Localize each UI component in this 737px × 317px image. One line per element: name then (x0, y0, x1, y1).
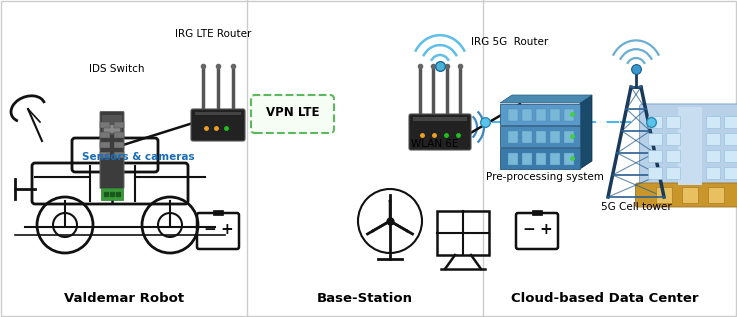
Bar (522, 131, 532, 143)
Text: +: + (539, 223, 552, 237)
Bar (656, 187, 672, 203)
FancyBboxPatch shape (100, 112, 124, 189)
Bar (114, 152, 124, 158)
Bar (724, 167, 737, 179)
Bar (550, 109, 560, 121)
Bar (706, 133, 720, 145)
Bar (649, 116, 663, 128)
Text: 5G Cell tower: 5G Cell tower (601, 202, 671, 212)
Bar (413, 117, 467, 121)
FancyBboxPatch shape (500, 104, 580, 125)
Bar (508, 109, 518, 121)
FancyBboxPatch shape (500, 148, 580, 169)
Bar (536, 131, 546, 143)
Bar (682, 187, 698, 203)
Text: Cloud-based Data Center: Cloud-based Data Center (511, 292, 698, 305)
Bar (195, 112, 241, 115)
Bar (666, 150, 680, 162)
Polygon shape (580, 95, 592, 169)
FancyBboxPatch shape (500, 126, 580, 147)
Text: Sensors & cameras: Sensors & cameras (82, 152, 195, 162)
Text: −: − (203, 223, 217, 237)
FancyBboxPatch shape (409, 114, 471, 150)
Bar (706, 167, 720, 179)
Bar (678, 107, 702, 185)
Bar (550, 131, 560, 143)
Bar (508, 131, 518, 143)
Bar (100, 141, 110, 147)
Bar (522, 109, 532, 121)
Bar (708, 187, 724, 203)
Bar (536, 153, 546, 165)
Bar (536, 109, 546, 121)
Bar (724, 116, 737, 128)
Bar (522, 153, 532, 165)
Bar (649, 150, 663, 162)
Polygon shape (500, 95, 592, 103)
Bar (706, 116, 720, 128)
Bar (550, 153, 560, 165)
Bar (508, 153, 518, 165)
Bar (100, 121, 110, 127)
Text: Pre-processing system: Pre-processing system (486, 172, 604, 182)
Bar (666, 167, 680, 179)
Text: Base-Station: Base-Station (317, 292, 413, 305)
FancyBboxPatch shape (640, 104, 737, 190)
Bar (114, 132, 124, 138)
Bar (532, 210, 542, 215)
FancyBboxPatch shape (191, 109, 245, 141)
Text: +: + (220, 223, 234, 237)
Bar (724, 150, 737, 162)
Text: −: − (523, 223, 535, 237)
Text: IRG 5G  Router: IRG 5G Router (472, 37, 548, 47)
Bar (213, 210, 223, 215)
Bar (114, 121, 124, 127)
Text: Valdemar Robot: Valdemar Robot (64, 292, 184, 305)
Bar (114, 141, 124, 147)
Bar (666, 133, 680, 145)
Bar (564, 131, 574, 143)
Bar (101, 187, 123, 199)
Bar (724, 133, 737, 145)
Text: WLAN 6E: WLAN 6E (411, 139, 458, 149)
Bar (649, 167, 663, 179)
Text: VPN LTE: VPN LTE (266, 107, 319, 120)
Bar (666, 116, 680, 128)
Bar (102, 114, 122, 134)
Bar (104, 125, 120, 133)
Bar (564, 109, 574, 121)
FancyBboxPatch shape (635, 183, 737, 207)
Text: IDS Switch: IDS Switch (89, 64, 144, 74)
Bar (649, 133, 663, 145)
Bar (706, 150, 720, 162)
Bar (100, 132, 110, 138)
Bar (564, 153, 574, 165)
Text: IRG LTE Router: IRG LTE Router (175, 29, 251, 39)
FancyBboxPatch shape (251, 95, 334, 133)
Bar (100, 152, 110, 158)
